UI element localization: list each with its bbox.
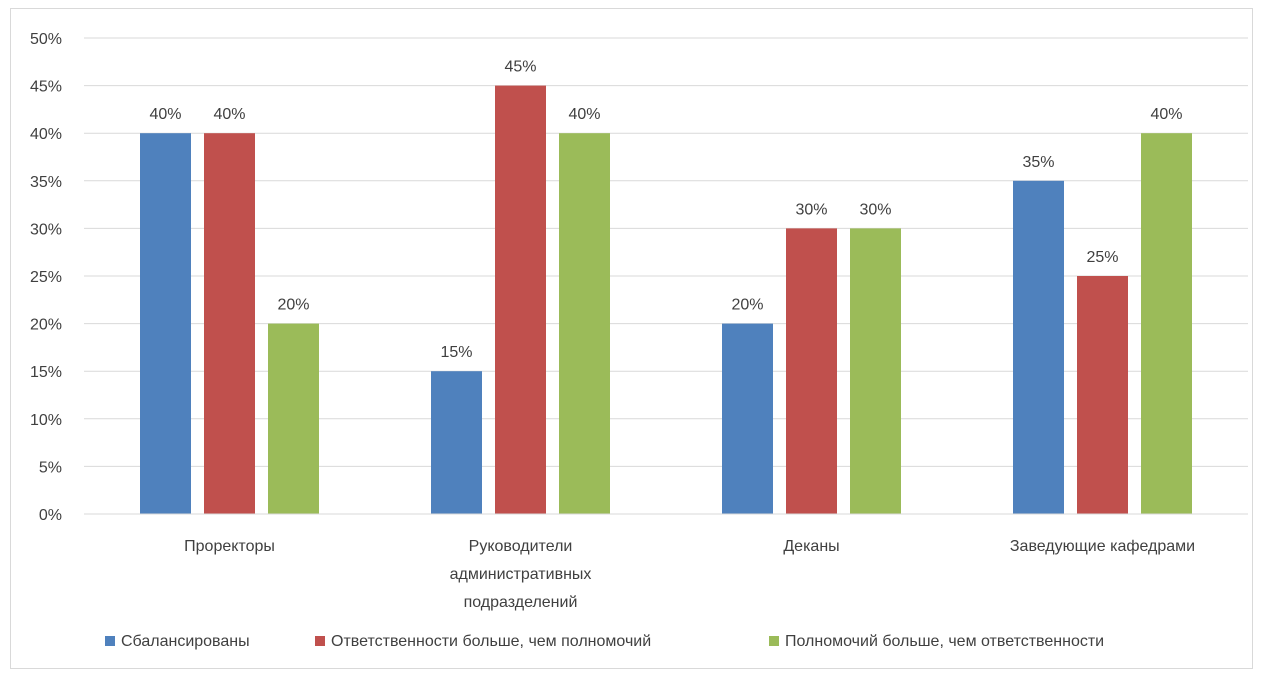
data-label: 40% xyxy=(213,106,245,123)
legend-swatch xyxy=(105,636,115,646)
y-tick-label: 15% xyxy=(30,364,62,381)
bar xyxy=(431,371,482,514)
bar xyxy=(722,323,773,514)
category-label: Проректоры xyxy=(184,538,275,555)
y-tick-label: 0% xyxy=(39,507,62,524)
category-label-line: Деканы xyxy=(783,538,839,555)
y-tick-label: 20% xyxy=(30,317,62,334)
y-tick-label: 25% xyxy=(30,269,62,286)
bar xyxy=(1013,180,1064,515)
bar xyxy=(786,228,837,514)
legend-swatch xyxy=(769,636,779,646)
chart-frame xyxy=(10,8,1253,669)
category-label: Руководители административных подразделени… xyxy=(450,538,592,611)
y-tick-label: 35% xyxy=(30,174,62,191)
bar xyxy=(495,85,546,514)
y-tick-label: 5% xyxy=(39,459,62,476)
legend-label: Ответственности больше, чем полномочий xyxy=(331,633,651,650)
data-label: 40% xyxy=(1150,106,1182,123)
data-label: 30% xyxy=(795,201,827,218)
category-label-line: Руководители xyxy=(469,538,573,555)
data-label: 20% xyxy=(277,297,309,314)
category-label-line: Проректоры xyxy=(184,538,275,555)
legend-label: Полномочий больше, чем ответственности xyxy=(785,633,1104,650)
bar xyxy=(559,133,610,514)
data-label: 30% xyxy=(859,201,891,218)
bar xyxy=(850,228,901,514)
category-label-line: административных xyxy=(450,566,592,583)
y-tick-label: 50% xyxy=(30,31,62,48)
legend-label: Сбалансированы xyxy=(121,633,250,650)
bar xyxy=(1141,133,1192,514)
bar xyxy=(140,133,191,514)
bar xyxy=(204,133,255,514)
data-label: 45% xyxy=(504,59,536,76)
category-label: Заведующие кафедрами xyxy=(1010,538,1195,555)
data-label: 40% xyxy=(568,106,600,123)
y-tick-label: 10% xyxy=(30,412,62,429)
y-tick-label: 40% xyxy=(30,126,62,143)
category-label-line: Заведующие кафедрами xyxy=(1010,538,1195,555)
bar xyxy=(268,323,319,514)
y-tick-label: 30% xyxy=(30,221,62,238)
bar xyxy=(1077,276,1128,514)
data-label: 25% xyxy=(1086,249,1118,266)
data-label: 15% xyxy=(440,344,472,361)
category-label-line: подразделений xyxy=(464,594,578,611)
data-label: 35% xyxy=(1022,154,1054,171)
legend-swatch xyxy=(315,636,325,646)
category-label: Деканы xyxy=(783,538,839,555)
data-label: 20% xyxy=(731,297,763,314)
data-label: 40% xyxy=(149,106,181,123)
y-tick-label: 45% xyxy=(30,79,62,96)
